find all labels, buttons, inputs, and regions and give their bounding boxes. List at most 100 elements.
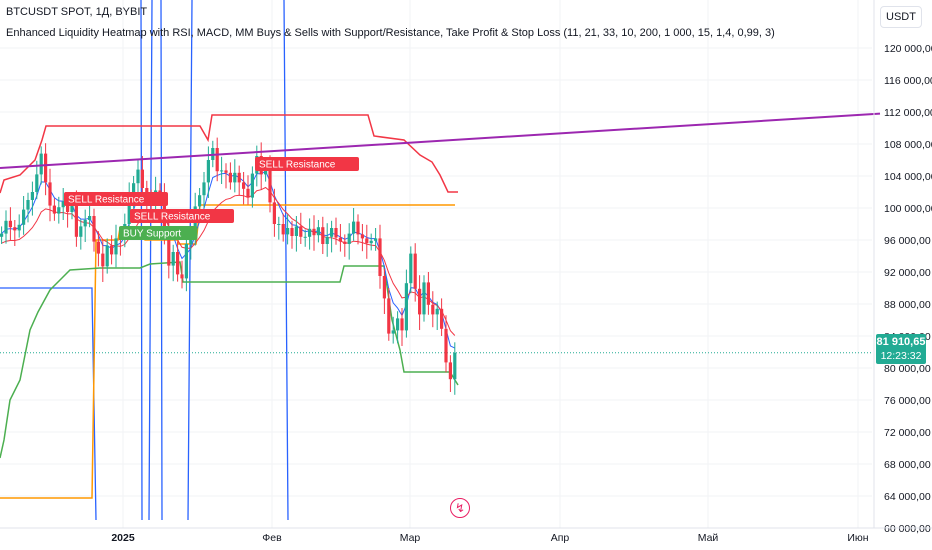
candle	[435, 308, 439, 315]
candle	[206, 160, 210, 183]
chart-grid	[0, 0, 872, 529]
price-tick-label: 100 000,00	[884, 203, 932, 215]
candle	[303, 236, 307, 238]
candle	[233, 172, 237, 183]
candle	[308, 228, 312, 237]
orange-level-line	[0, 204, 455, 499]
candle	[167, 234, 171, 266]
time-tick-label: Фев	[262, 532, 282, 544]
candle	[198, 195, 202, 207]
time-tick-label: Апр	[551, 532, 570, 544]
candle	[391, 330, 395, 334]
candle	[8, 220, 12, 228]
candle	[431, 304, 435, 315]
candle	[418, 288, 422, 315]
support-line	[0, 261, 459, 459]
candle	[140, 169, 144, 188]
candle	[268, 165, 272, 203]
candle	[413, 253, 417, 289]
candle	[365, 238, 369, 244]
resistance-lines	[0, 114, 458, 194]
candle	[330, 228, 334, 237]
sell-resistance-label-box	[64, 192, 168, 206]
candle	[66, 201, 70, 212]
lightning-icon[interactable]: ↯	[450, 498, 470, 518]
candle	[57, 207, 61, 214]
currency-button[interactable]: USDT	[880, 6, 922, 28]
candle	[171, 252, 175, 266]
price-tick-label: 108 000,00	[884, 139, 932, 151]
time-tick-label: 2025	[111, 532, 135, 544]
price-tick-label: 112 000,00	[884, 107, 932, 119]
price-tick-label: 88 000,00	[884, 299, 931, 311]
candle	[215, 148, 219, 172]
candle	[281, 224, 285, 235]
support-lines	[0, 204, 872, 499]
sell-resistance-label-box	[255, 157, 359, 171]
price-tick-label: 120 000,00	[884, 43, 932, 55]
price-tick-label: 76 000,00	[884, 395, 931, 407]
candle	[17, 224, 21, 231]
time-tick-label: Мар	[400, 532, 421, 544]
candle	[52, 205, 56, 214]
candle	[35, 174, 39, 192]
candle	[400, 318, 404, 331]
candle	[290, 228, 294, 236]
candle	[272, 202, 276, 224]
candle	[105, 245, 109, 267]
candle	[88, 216, 92, 220]
candle	[440, 308, 444, 329]
candle	[48, 182, 52, 206]
candle	[237, 172, 241, 183]
candle	[316, 227, 320, 236]
trend-line	[0, 112, 881, 169]
price-tick-label: 116 000,00	[884, 75, 932, 87]
candle	[189, 238, 193, 244]
candle	[26, 200, 30, 210]
candle	[347, 233, 351, 244]
trend-line-purple	[0, 112, 881, 169]
candle	[96, 241, 100, 254]
candle	[92, 216, 96, 242]
candle	[180, 274, 184, 279]
candle	[448, 362, 452, 380]
candle	[184, 244, 188, 279]
candle	[396, 318, 400, 331]
time-tick-label: Май	[698, 532, 719, 544]
candle	[202, 182, 206, 196]
candle	[286, 228, 290, 235]
candle	[4, 220, 8, 234]
blue-line	[0, 0, 289, 521]
candle	[360, 234, 364, 239]
candle	[61, 201, 65, 208]
symbol-title[interactable]: BTCUSDT SPOT, 1Д, BYBIT	[6, 6, 148, 18]
candle	[114, 238, 118, 255]
candle	[39, 153, 43, 175]
candle	[242, 182, 246, 189]
candle	[422, 282, 426, 315]
time-axis: 2025 Фев Мар Апр Май Июн	[0, 527, 932, 544]
sell-resistance-label: SELL Resistance	[259, 160, 336, 171]
price-tick-label: 96 000,00	[884, 235, 931, 247]
bar-countdown: 12:23:32	[880, 350, 922, 362]
candle	[409, 253, 413, 284]
candle	[321, 227, 325, 244]
sell-resistance-label: SELL Resistance	[68, 195, 145, 206]
candle	[299, 226, 303, 237]
candle	[224, 170, 228, 173]
candle	[220, 170, 224, 172]
candle	[13, 227, 17, 231]
last-price-tag: 81 910,65 12:23:32	[876, 334, 926, 364]
candle	[74, 204, 78, 237]
candle	[338, 237, 342, 242]
candle	[127, 196, 131, 224]
price-tick-label: 60 000,00	[884, 523, 931, 535]
candle	[44, 153, 48, 183]
candle	[382, 276, 386, 299]
price-axis: 120 000,00 116 000,00 112 000,00 108 000,00…	[873, 0, 932, 535]
indicator-title[interactable]: Enhanced Liquidity Heatmap with RSI, MAC…	[6, 27, 775, 39]
candle	[426, 282, 430, 305]
candle	[352, 221, 356, 234]
candle	[110, 245, 114, 255]
